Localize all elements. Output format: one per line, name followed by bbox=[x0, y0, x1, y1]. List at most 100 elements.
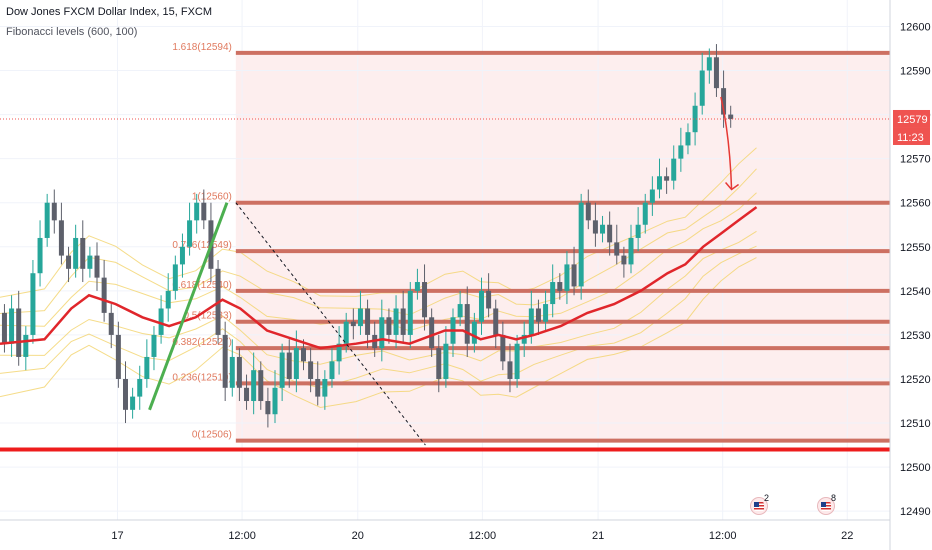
candle-body bbox=[80, 237, 86, 269]
candle-body bbox=[585, 202, 591, 221]
candle-body bbox=[400, 308, 406, 335]
candle-body bbox=[607, 224, 613, 243]
envelope-band bbox=[0, 168, 757, 316]
candle-body bbox=[614, 242, 620, 256]
candle-body bbox=[279, 352, 285, 388]
countdown-value: 11:23 bbox=[897, 132, 924, 144]
candle-body bbox=[628, 237, 634, 265]
candle-body bbox=[592, 220, 598, 234]
candle-body bbox=[9, 308, 15, 344]
fib-level-label: 0.786(12549) bbox=[172, 240, 232, 251]
price-tick-label: 12510 bbox=[900, 418, 931, 430]
candle-body bbox=[66, 255, 72, 269]
candle-body bbox=[393, 308, 399, 335]
price-tick-label: 12550 bbox=[900, 242, 931, 254]
fib-level-label: 0.618(12540) bbox=[172, 280, 232, 291]
candle-body bbox=[471, 321, 477, 344]
candle-body bbox=[685, 132, 691, 146]
event-count: 2 bbox=[764, 493, 770, 503]
candle-body bbox=[600, 224, 606, 234]
candle-body bbox=[678, 145, 684, 159]
candle-body bbox=[664, 176, 670, 181]
candle-body bbox=[649, 189, 655, 203]
moving-average bbox=[0, 206, 758, 350]
us-flag-icon bbox=[754, 502, 764, 511]
time-tick-label: 20 bbox=[352, 530, 364, 542]
candle-body bbox=[429, 317, 435, 349]
price-tick-label: 12530 bbox=[900, 330, 931, 342]
candle-body bbox=[258, 370, 264, 402]
candle-body bbox=[728, 114, 734, 119]
fib-level-label: 1.618(12594) bbox=[172, 42, 232, 53]
candle-body bbox=[379, 317, 385, 349]
candle-body bbox=[244, 387, 250, 402]
indicator-legend[interactable]: Fibonacci levels (600, 100) bbox=[6, 26, 138, 38]
price-tick-label: 12560 bbox=[900, 198, 931, 210]
candle-body bbox=[414, 282, 420, 291]
candle-body bbox=[692, 105, 698, 133]
candle-body bbox=[699, 70, 705, 106]
price-tick-label: 12540 bbox=[900, 286, 931, 298]
candle-body bbox=[443, 343, 449, 379]
candle-body bbox=[578, 202, 584, 287]
candle-body bbox=[201, 202, 207, 221]
us-economic-event-icon[interactable]: 8 bbox=[817, 493, 836, 515]
candle-body bbox=[336, 343, 342, 362]
candles bbox=[1, 44, 734, 428]
candle-body bbox=[365, 308, 371, 335]
us-flag-icon bbox=[821, 502, 831, 511]
candle-body bbox=[151, 334, 157, 357]
candle-body bbox=[229, 356, 235, 388]
price-tags: 12579 11:23 bbox=[893, 109, 930, 145]
moving-average-line bbox=[0, 206, 758, 350]
candle-body bbox=[493, 308, 499, 335]
fib-level-label: 1(12560) bbox=[192, 192, 232, 203]
candle-body bbox=[315, 378, 321, 397]
candle-body bbox=[564, 264, 570, 291]
fib-level-label: 0.382(12527) bbox=[172, 337, 232, 348]
candle-body bbox=[721, 88, 727, 115]
candle-body bbox=[1, 312, 7, 344]
candle-body bbox=[194, 202, 200, 221]
time-tick-label: 21 bbox=[592, 530, 604, 542]
us-economic-event-icon[interactable]: 2 bbox=[750, 493, 769, 515]
candle-body bbox=[130, 396, 136, 410]
candle-body bbox=[172, 264, 178, 291]
candle-body bbox=[30, 273, 36, 335]
trend-line bbox=[148, 202, 229, 411]
price-tick-label: 12520 bbox=[900, 374, 931, 386]
chart-title: Dow Jones FXCM Dollar Index, 15, FXCM bbox=[6, 6, 213, 18]
last-price-tag bbox=[893, 109, 930, 128]
forecast-arrow bbox=[720, 96, 733, 190]
fib-level-label: 0(12506) bbox=[192, 430, 232, 441]
candle-body bbox=[500, 334, 506, 362]
candle-body bbox=[486, 290, 492, 309]
annotations bbox=[0, 96, 890, 446]
candle-body bbox=[300, 348, 306, 362]
candle-body bbox=[635, 224, 641, 238]
candle-body bbox=[87, 255, 93, 269]
candle-body bbox=[621, 255, 627, 265]
price-tick-label: 12570 bbox=[900, 154, 931, 166]
candle-body bbox=[179, 246, 185, 265]
time-tick-label: 12:00 bbox=[469, 530, 497, 542]
time-tick-label: 12:00 bbox=[228, 530, 256, 542]
envelope-band bbox=[0, 147, 757, 298]
candle-body bbox=[436, 348, 442, 379]
candle-body bbox=[571, 264, 577, 287]
candle-body bbox=[272, 387, 278, 415]
candle-body bbox=[73, 237, 79, 269]
fib-level-label: 0.5(12533) bbox=[183, 311, 231, 322]
candle-body bbox=[357, 308, 363, 327]
candle-body bbox=[236, 356, 242, 388]
candle-body bbox=[94, 255, 100, 278]
candle-body bbox=[222, 334, 228, 388]
candle-body bbox=[137, 378, 143, 397]
candle-body bbox=[108, 312, 114, 335]
candle-body bbox=[514, 343, 520, 379]
candle-body bbox=[543, 304, 549, 322]
candle-body bbox=[144, 356, 150, 379]
candle-body bbox=[308, 361, 314, 379]
time-axis[interactable]: 17 12:00 20 12:00 21 12:00 22 bbox=[111, 530, 853, 542]
